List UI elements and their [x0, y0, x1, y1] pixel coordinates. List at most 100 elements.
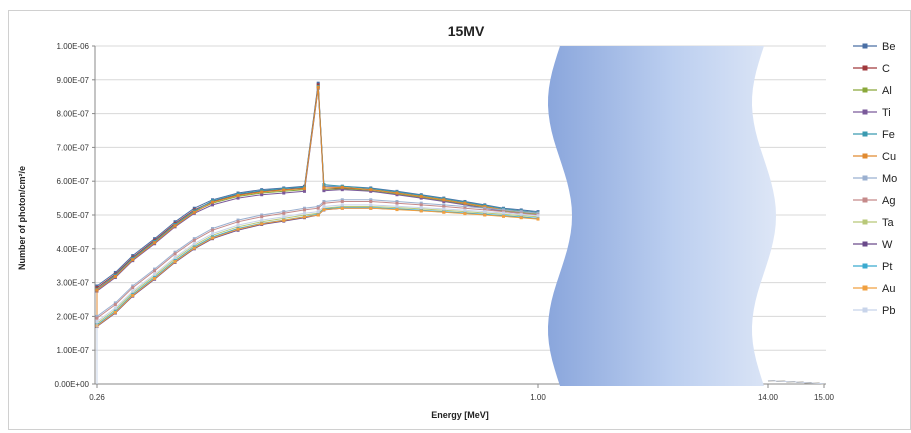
data-point-Cu: [211, 200, 215, 204]
data-point-Ta: [282, 216, 286, 220]
data-point-Ti: [302, 189, 306, 193]
data-point-Au: [260, 222, 264, 226]
data-point-Au: [236, 227, 240, 231]
axis-break-band: [548, 46, 776, 386]
data-point-Mo: [282, 210, 286, 214]
x-tick-labels: 0.26 1.00 14.00 15.00: [89, 393, 834, 402]
data-point-Mo: [211, 227, 215, 231]
data-point-Ag: [442, 205, 446, 209]
data-point-Cu: [192, 210, 196, 214]
y-tick-label: 0.00E+00: [55, 380, 90, 389]
legend-marker-Cu: [862, 153, 868, 159]
data-point-Mo: [322, 199, 326, 203]
legend-label-Ta: Ta: [882, 217, 895, 229]
data-point-Pb: [442, 207, 446, 211]
data-point-Au: [502, 214, 506, 218]
data-point-Mo: [536, 211, 540, 215]
legend-marker-Ag: [862, 197, 868, 203]
legend-label-Al: Al: [882, 85, 892, 97]
legend-marker-W: [862, 241, 868, 247]
data-point-Cu: [282, 188, 286, 192]
legend-marker-Pb: [862, 307, 868, 313]
series-group: [95, 81, 825, 385]
data-point-Ta: [113, 308, 117, 312]
y-tick-label: 3.00E-07: [57, 279, 90, 288]
data-point-Ag: [340, 199, 344, 203]
legend-marker-Ti: [862, 109, 868, 115]
legend-marker-Ta: [862, 219, 868, 225]
data-point-Ag: [211, 228, 215, 232]
y-tick-label: 1.00E-07: [57, 346, 90, 355]
data-point-Pb: [153, 272, 157, 276]
x-tick-label: 14.00: [758, 393, 779, 402]
series-line-Mo: [96, 199, 539, 384]
data-point-Ta: [192, 243, 196, 247]
y-tick-label: 6.00E-07: [57, 177, 90, 186]
data-point-Cu: [369, 188, 373, 192]
data-point-Mo: [519, 210, 523, 214]
legend-marker-Pt: [862, 263, 868, 269]
data-point-Ti: [442, 199, 446, 203]
data-point-Pb: [369, 203, 373, 207]
data-point-Pb: [395, 204, 399, 208]
legend-label-Mo: Mo: [882, 173, 897, 185]
data-point-Cu: [153, 241, 157, 245]
x-tick-label: 0.26: [89, 393, 105, 402]
data-point-Au: [173, 260, 177, 264]
data-point-Au: [192, 246, 196, 250]
data-point-Mo: [316, 205, 320, 209]
data-point-Pb: [236, 223, 240, 227]
data-point-Ti: [419, 196, 423, 200]
data-point-Ag: [395, 201, 399, 205]
y-tick-label: 5.00E-07: [57, 211, 90, 220]
data-point-Mo: [369, 198, 373, 202]
data-point-Au: [442, 210, 446, 214]
legend-label-Fe: Fe: [882, 129, 895, 141]
data-point-Ti: [211, 203, 215, 207]
data-point-Cu: [483, 205, 487, 209]
data-point-Ta: [302, 213, 306, 217]
data-point-Pb: [463, 208, 467, 212]
data-point-Ti: [463, 203, 467, 207]
legend-label-Ti: Ti: [882, 107, 891, 119]
data-point-C: [95, 286, 99, 290]
data-point-Cu: [419, 194, 423, 198]
legend-label-Be: Be: [882, 41, 895, 53]
data-point-Mo: [483, 206, 487, 210]
data-point-Au: [395, 208, 399, 212]
series-tail-Pb: [767, 380, 825, 385]
data-point-Cu: [173, 224, 177, 228]
data-point-Ag: [316, 206, 320, 210]
y-tick-label: 7.00E-07: [57, 143, 90, 152]
data-point-Ag: [192, 238, 196, 242]
data-point-Ti: [395, 193, 399, 197]
data-point-Ag: [236, 220, 240, 224]
data-point-Au: [322, 208, 326, 212]
y-tick-label: 8.00E-07: [57, 110, 90, 119]
data-point-Be: [131, 254, 135, 258]
series-line-Pb: [96, 204, 539, 384]
data-point-Au: [340, 206, 344, 210]
series-line-Ag: [96, 201, 539, 384]
data-point-Ag: [419, 203, 423, 207]
data-point-Ag: [113, 303, 117, 307]
legend-marker-Au: [862, 285, 868, 291]
data-point-Ta: [153, 274, 157, 278]
data-point-Mo: [131, 284, 135, 288]
data-point-Pb: [173, 255, 177, 259]
data-point-Be: [153, 237, 157, 241]
y-tick-label: 9.00E-07: [57, 76, 90, 85]
data-point-Au: [536, 217, 540, 221]
data-point-Mo: [302, 206, 306, 210]
data-point-Ag: [131, 286, 135, 290]
data-point-Ag: [483, 208, 487, 212]
data-point-Mo: [192, 237, 196, 241]
data-point-Mo: [340, 198, 344, 202]
data-point-Ta: [173, 257, 177, 261]
x-tick-label: 15.00: [814, 393, 835, 402]
y-axis-label: Number of photon/cm²/e: [17, 166, 27, 270]
data-point-Cu: [463, 201, 467, 205]
data-point-Mo: [173, 250, 177, 254]
y-tick-labels: 0.00E+00 1.00E-07 2.00E-07 3.00E-07 4.00E-07…: [55, 42, 90, 389]
